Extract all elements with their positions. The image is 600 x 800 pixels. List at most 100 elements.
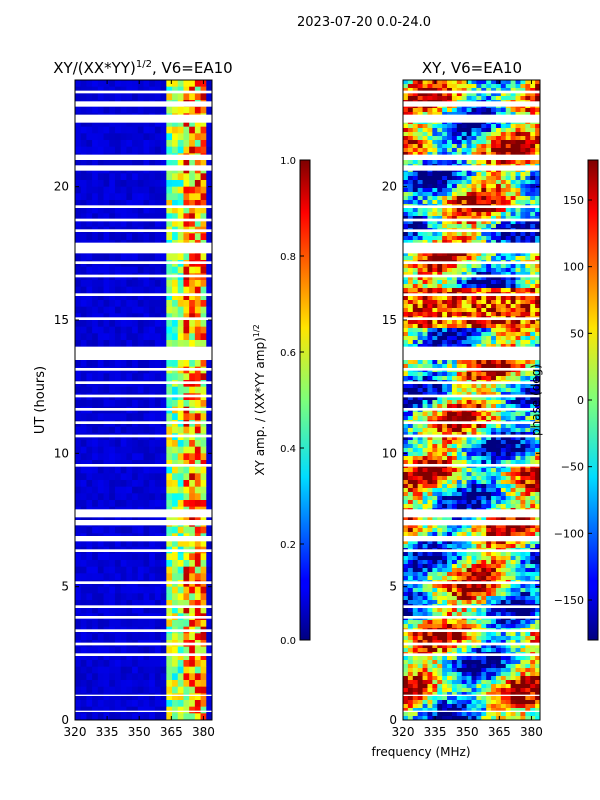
heatmap-cell — [120, 606, 127, 614]
heatmap-cell — [525, 324, 531, 329]
heatmap-cell — [143, 500, 150, 508]
data-gap-band — [75, 629, 212, 632]
heatmap-cell — [442, 320, 448, 325]
heatmap-cell — [412, 128, 419, 133]
heatmap-cell — [120, 146, 127, 154]
heatmap-cell — [407, 128, 414, 133]
heatmap-cell — [194, 566, 202, 574]
heatmap-cell — [103, 526, 110, 534]
heatmap-cell — [126, 686, 133, 694]
heatmap-cell — [154, 106, 162, 114]
heatmap-cell — [520, 176, 526, 181]
heatmap-cell — [515, 448, 522, 453]
heatmap-cell — [422, 392, 429, 397]
heatmap-cell — [525, 196, 531, 201]
heatmap-cell — [126, 466, 133, 474]
heatmap-cell — [80, 453, 88, 461]
heatmap-cell — [149, 360, 156, 368]
heatmap-cell — [412, 184, 419, 189]
data-gap-band — [75, 261, 212, 264]
heatmap-cell — [520, 188, 526, 193]
heatmap-cell — [442, 148, 448, 153]
heatmap-cell — [103, 593, 110, 601]
heatmap-cell — [166, 453, 173, 461]
heatmap-cell — [486, 388, 492, 393]
heatmap-cell — [505, 400, 512, 405]
heatmap-cell — [427, 312, 433, 317]
heatmap-cell — [75, 606, 82, 614]
heatmap-cell — [520, 288, 526, 293]
heatmap-cell — [189, 693, 196, 701]
heatmap-cell — [500, 340, 507, 345]
heatmap-cell — [194, 266, 202, 274]
heatmap-cell — [137, 293, 145, 301]
heatmap-cell — [535, 112, 540, 117]
heatmap-cell — [486, 384, 492, 389]
heatmap-cell — [189, 160, 196, 168]
heatmap-cell — [530, 340, 536, 345]
heatmap-cell — [183, 680, 190, 688]
heatmap-cell — [194, 333, 202, 341]
heatmap-cell — [515, 80, 522, 85]
heatmap-cell — [427, 296, 433, 301]
heatmap-cell — [535, 124, 540, 129]
heatmap-cell — [183, 173, 190, 181]
heatmap-cell — [75, 173, 82, 181]
heatmap-cell — [471, 144, 477, 149]
heatmap-cell — [194, 693, 202, 701]
heatmap-cell — [520, 372, 526, 377]
heatmap-cell — [491, 208, 497, 213]
heatmap-cell — [525, 308, 531, 313]
heatmap-cell — [177, 646, 185, 654]
heatmap-cell — [515, 92, 522, 97]
heatmap-cell — [447, 132, 453, 137]
heatmap-cell — [154, 280, 162, 288]
heatmap-cell — [160, 440, 167, 448]
heatmap-cell — [530, 336, 536, 341]
heatmap-cell — [456, 432, 463, 437]
heatmap-cell — [80, 126, 88, 134]
heatmap-cell — [154, 666, 162, 674]
heatmap-cell — [525, 280, 531, 285]
heatmap-cell — [149, 440, 156, 448]
heatmap-cell — [447, 220, 453, 225]
heatmap-cell — [183, 146, 190, 154]
heatmap-cell — [120, 333, 127, 341]
heatmap-cell — [466, 208, 473, 213]
heatmap-cell — [417, 340, 424, 345]
heatmap-cell — [126, 653, 133, 661]
heatmap-cell — [437, 376, 443, 381]
heatmap-cell — [471, 288, 477, 293]
heatmap-cell — [471, 92, 477, 97]
heatmap-cell — [451, 172, 458, 177]
heatmap-cell — [154, 553, 162, 561]
heatmap-cell — [432, 180, 438, 185]
heatmap-cell — [143, 186, 150, 194]
heatmap-cell — [530, 108, 536, 113]
heatmap-cell — [200, 653, 207, 661]
heatmap-cell — [495, 284, 502, 289]
heatmap-cell — [481, 320, 487, 325]
heatmap-cell — [137, 593, 145, 601]
heatmap-cell — [510, 92, 517, 97]
heatmap-cell — [505, 328, 512, 333]
heatmap-cell — [103, 186, 110, 194]
heatmap-cell — [471, 384, 477, 389]
heatmap-cell — [466, 288, 473, 293]
heatmap-cell — [535, 180, 540, 185]
heatmap-cell — [500, 344, 507, 349]
heatmap-cell — [189, 446, 196, 454]
heatmap-cell — [149, 426, 156, 434]
heatmap-cell — [97, 426, 105, 434]
heatmap-cell — [510, 376, 517, 381]
heatmap-cell — [417, 92, 424, 97]
heatmap-cell — [206, 120, 212, 128]
heatmap-cell — [486, 444, 492, 449]
heatmap-cell — [407, 436, 414, 441]
heatmap-cell — [505, 448, 512, 453]
heatmap-cell — [432, 332, 438, 337]
heatmap-cell — [437, 256, 443, 261]
heatmap-cell — [407, 88, 414, 93]
heatmap-cell — [97, 313, 105, 321]
heatmap-cell — [75, 253, 82, 261]
